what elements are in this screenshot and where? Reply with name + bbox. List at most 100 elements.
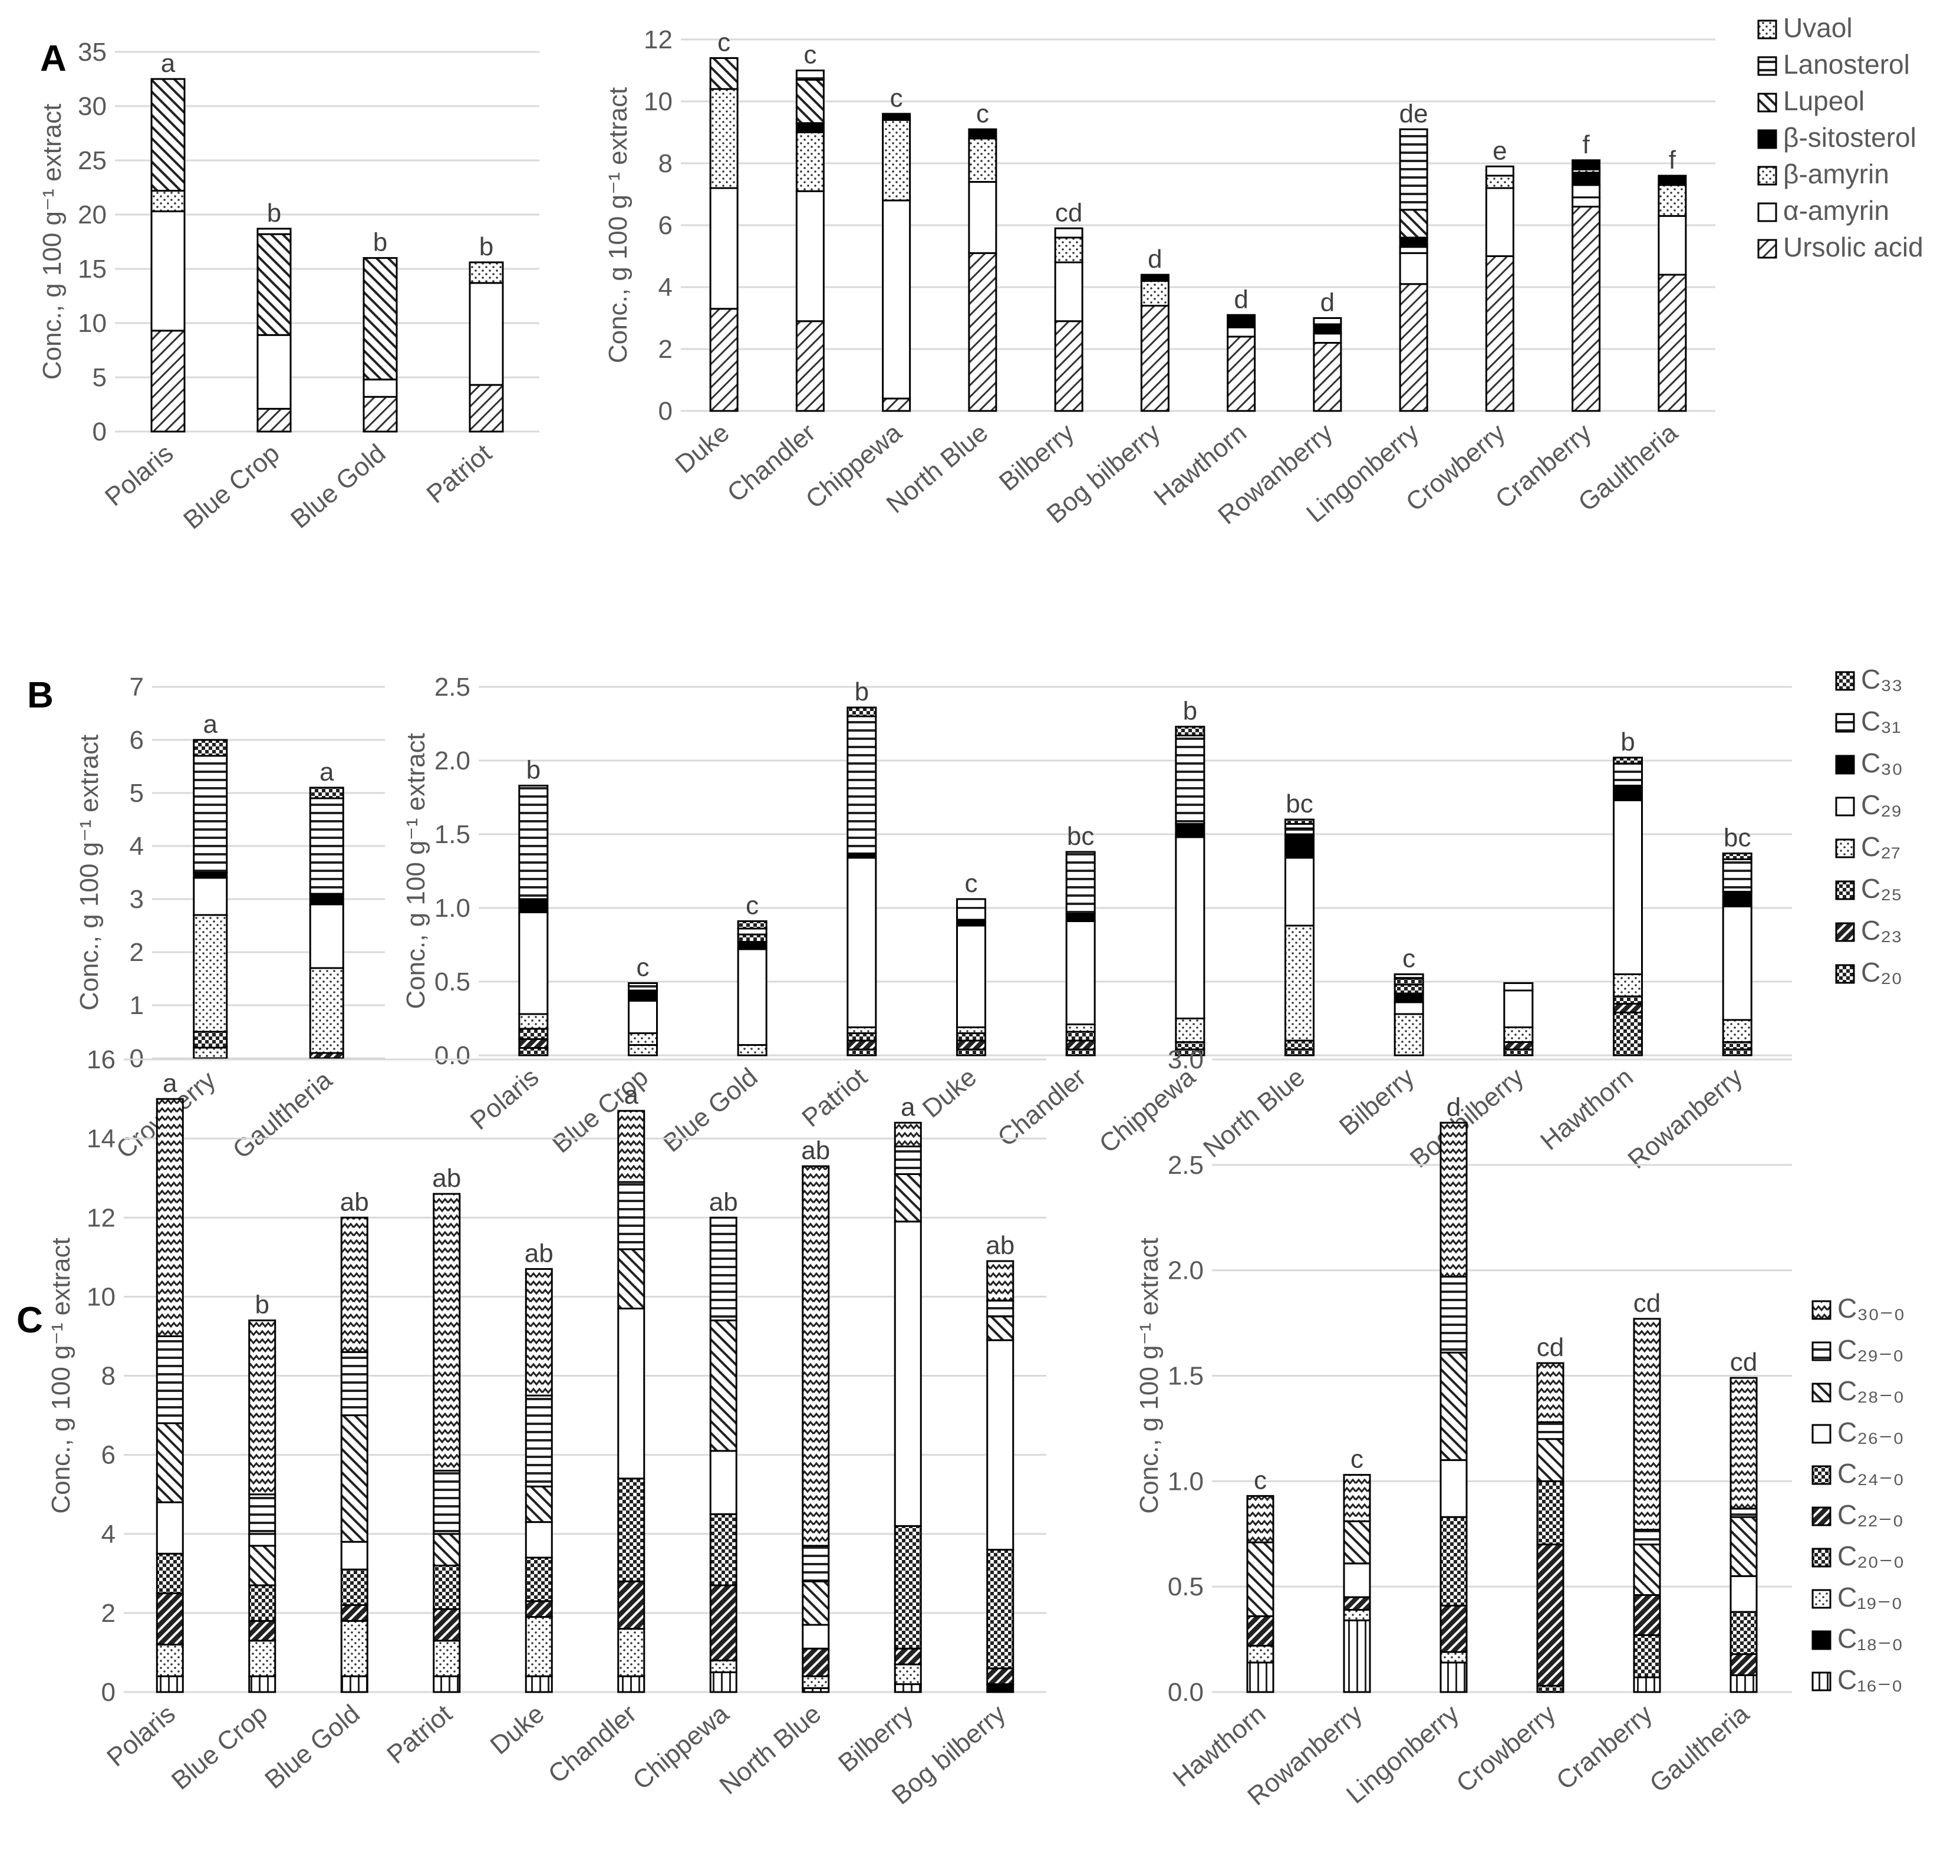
significance-letter: d xyxy=(1320,288,1335,317)
bar-segment xyxy=(1246,1661,1274,1693)
significance-letter: a xyxy=(161,49,176,78)
significance-letter: cd xyxy=(1633,1289,1661,1318)
significance-letter: cd xyxy=(1730,1348,1757,1377)
y-tick-label: 12 xyxy=(87,1203,116,1232)
bar-segment xyxy=(1658,215,1687,276)
bar-segment xyxy=(1503,989,1534,1028)
bar-segment xyxy=(1284,818,1315,825)
bar-segment xyxy=(1633,1529,1661,1546)
bar-segment xyxy=(469,282,504,386)
y-tick-label: 0.0 xyxy=(434,1041,470,1070)
bar-segment xyxy=(846,1032,877,1042)
bar-segment xyxy=(1343,1474,1371,1522)
significance-letter: f xyxy=(1669,146,1676,175)
panel-label-C: C xyxy=(17,1300,43,1341)
bar-segment xyxy=(1503,1041,1534,1051)
bar-segment xyxy=(1246,1615,1274,1647)
bar-segment xyxy=(1613,762,1643,786)
bar-segment xyxy=(1313,333,1342,344)
bar-segment xyxy=(956,924,986,1028)
y-tick-label: 2 xyxy=(130,938,144,967)
bar-segment xyxy=(433,1608,461,1642)
bar-segment xyxy=(156,1592,184,1646)
bar-segment xyxy=(1343,1609,1371,1621)
bar-segment xyxy=(1394,992,1424,1003)
bar-segment xyxy=(1730,1377,1758,1510)
y-tick-label: 16 xyxy=(87,1045,116,1074)
significance-letter: c xyxy=(717,28,730,57)
bar-segment xyxy=(628,1044,658,1057)
chart-C-right: 0.0 0.5 1.0 1.5 2.0 2.5 3.0 Conc., g 100 g⁻¹ ex… xyxy=(1135,1045,1792,1811)
bar-segment xyxy=(1722,1019,1753,1043)
bar-segment xyxy=(248,1640,276,1677)
legend-label: C₂₂₋₀ xyxy=(1837,1499,1903,1530)
significance-letter: c xyxy=(965,869,978,898)
bar-segment xyxy=(617,1477,645,1582)
significance-letter: ab xyxy=(801,1136,830,1165)
legend-label: C₃₁ xyxy=(1861,706,1900,736)
y-tick-label: 1 xyxy=(130,991,144,1020)
significance-letter: bc xyxy=(1067,822,1094,851)
significance-letter: a xyxy=(319,758,334,786)
bar-segment xyxy=(518,785,549,900)
bar-segment xyxy=(1485,175,1514,189)
bar-segment xyxy=(1343,1596,1371,1611)
panel-label-A: A xyxy=(40,38,67,79)
legend-label: Lupeol xyxy=(1783,85,1865,116)
y-tick-label: 0.5 xyxy=(434,967,470,996)
bar-segment xyxy=(1439,1651,1468,1664)
bar-segment xyxy=(1399,236,1428,248)
bar-segment xyxy=(1065,1039,1096,1051)
bar-segment xyxy=(1722,1041,1753,1051)
bar-segment xyxy=(846,857,877,1028)
bar-segment xyxy=(1054,261,1083,322)
category-label: Blue Gold xyxy=(259,1699,365,1795)
significance-letter: ab xyxy=(525,1239,554,1268)
significance-letter: d xyxy=(1234,285,1248,314)
bar-segment xyxy=(193,755,228,874)
bar-segment xyxy=(1246,1644,1274,1664)
bar-segment xyxy=(1633,1634,1661,1678)
legend-label: α-amyrin xyxy=(1783,195,1889,226)
bar-segment xyxy=(882,119,911,202)
legend-label: C₂₇ xyxy=(1861,831,1900,862)
legend-swatch xyxy=(1811,1630,1831,1650)
bar-segment xyxy=(433,1533,461,1566)
bar-segment xyxy=(894,1220,922,1527)
category-label: Patriot xyxy=(796,1062,872,1133)
bar-segment xyxy=(433,1193,461,1472)
bar-segment xyxy=(1399,283,1428,412)
bar-segment xyxy=(433,1640,461,1677)
bar-segment xyxy=(628,982,658,992)
bar-segment xyxy=(802,1580,830,1626)
significance-letter: a xyxy=(163,1069,177,1098)
y-axis-label: Conc., g 100 g⁻¹ extract xyxy=(1135,1237,1164,1513)
category-label: Gaultheria xyxy=(1644,1699,1754,1798)
significance-letter: b xyxy=(526,756,541,785)
bar-segment xyxy=(518,898,549,913)
significance-letter: b xyxy=(267,199,281,228)
bar-segment xyxy=(709,57,739,90)
bar-segment xyxy=(737,920,767,930)
bar-segment xyxy=(1730,1611,1758,1656)
significance-letter: b xyxy=(1620,728,1635,756)
bar-segment xyxy=(1613,1012,1643,1057)
category-label: Duke xyxy=(485,1699,549,1760)
bar-segment xyxy=(617,1307,645,1480)
category-label: Duke xyxy=(917,1062,982,1124)
bar-segment xyxy=(956,907,986,921)
bar-segment xyxy=(737,941,767,950)
bar-segment xyxy=(525,1521,553,1559)
bar-segment xyxy=(802,1647,830,1677)
category-label: Blue Gold xyxy=(285,439,391,534)
bar-segment xyxy=(894,1173,922,1223)
bar-segment xyxy=(248,1620,276,1642)
legend-label: Lanosterol xyxy=(1783,49,1910,80)
bar-segment xyxy=(894,1647,922,1666)
bar-segment xyxy=(1503,982,1534,992)
category-label: Cranberry xyxy=(1551,1699,1658,1795)
bar-segment xyxy=(617,1628,645,1677)
bar-segment xyxy=(795,122,825,133)
y-tick-label: 5 xyxy=(130,779,144,808)
